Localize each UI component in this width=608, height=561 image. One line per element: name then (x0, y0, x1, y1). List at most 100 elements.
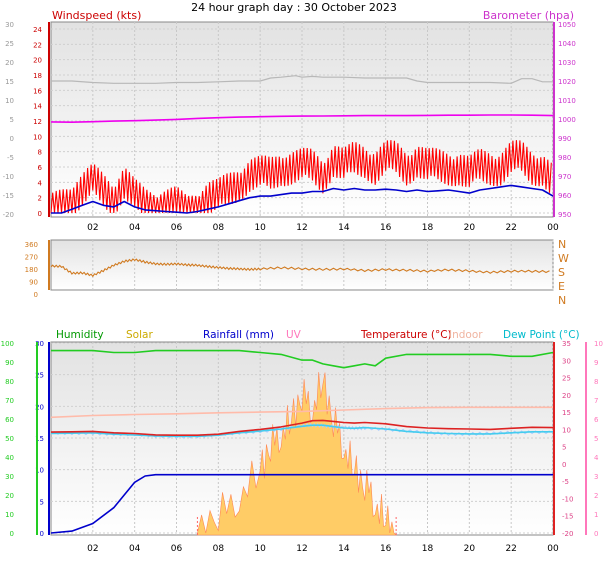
windspeed-tick-label: 24 (33, 26, 42, 34)
barometer-tick-label: 950 (558, 211, 571, 219)
x-tick-label: 02 (87, 544, 98, 554)
indoor-line (50, 406, 553, 419)
outer-tick-label: 10 (5, 97, 14, 105)
outer-tick-label: -20 (3, 211, 14, 219)
windspeed-tick-label: 2 (38, 195, 42, 203)
x-tick-label: 12 (296, 544, 307, 554)
humidity-tick-label: 0 (10, 530, 14, 538)
humidity-tick-label: 40 (5, 454, 14, 462)
temperature-tick-label: 30 (562, 357, 571, 365)
temperature-tick-label: -10 (562, 495, 573, 503)
windspeed-tick-label: 10 (33, 133, 42, 141)
outer-tick-label: -5 (7, 154, 14, 162)
barometer-tick-label: 980 (558, 154, 571, 162)
uv-tick-label: 0 (594, 530, 598, 538)
legend-item: Solar (126, 329, 153, 341)
x-tick-label: 10 (254, 544, 266, 554)
uv-tick-label: 7 (594, 397, 598, 405)
uv-tick-label: 8 (594, 378, 598, 386)
windspeed-tick-label: 18 (33, 72, 42, 80)
x-tick-label: 06 (171, 223, 183, 233)
dewpoint-line (50, 424, 553, 438)
x-tick-label: 20 (464, 544, 476, 554)
uv-tick-label: 10 (594, 340, 603, 348)
temperature-tick-label: 15 (562, 409, 571, 417)
direction-tick-label: 360 (25, 241, 38, 249)
temperature-tick-label: 5 (562, 444, 566, 452)
windspeed-tick-label: 6 (38, 164, 43, 172)
uv-tick-label: 4 (594, 454, 599, 462)
barometer-tick-label: 970 (558, 173, 571, 181)
windspeed-tick-label: 20 (33, 57, 42, 65)
x-tick-label: 22 (505, 544, 516, 554)
outer-tick-label: 20 (5, 59, 14, 67)
x-tick-label: 14 (338, 544, 350, 554)
windspeed-tick-label: 4 (38, 179, 43, 187)
compass-tick-label: N (558, 238, 566, 251)
legend-item: Dew Point (°C) (503, 329, 580, 341)
temperature-tick-label: 35 (562, 340, 571, 348)
direction-tick-label: 90 (29, 279, 38, 287)
direction-tick-label: 180 (25, 266, 38, 274)
humidity-tick-label: 70 (5, 397, 14, 405)
x-tick-label: 04 (129, 544, 141, 554)
average-wind-line (51, 184, 554, 214)
x-tick-label: 08 (213, 544, 225, 554)
barometer-tick-label: 1000 (558, 116, 576, 124)
compass-tick-label: S (558, 266, 565, 279)
x-tick-label: 02 (87, 223, 98, 233)
x-tick-label: 08 (213, 223, 225, 233)
temperature-line (50, 419, 554, 437)
temperature-tick-label: 25 (562, 375, 571, 383)
x-tick-label: 00 (547, 223, 559, 233)
rain-tick-label: 10 (35, 467, 44, 475)
compass-tick-label: W (558, 252, 569, 265)
humidity-tick-label: 50 (5, 435, 14, 443)
x-tick-label: 18 (422, 544, 434, 554)
x-tick-label: 22 (505, 223, 516, 233)
rain-tick-label: 5 (40, 498, 44, 506)
temperature-tick-label: -5 (562, 478, 569, 486)
uv-tick-label: 6 (594, 416, 599, 424)
humidity-line (51, 349, 554, 369)
legend-item: UV (286, 329, 302, 341)
humidity-tick-label: 60 (5, 416, 14, 424)
humidity-tick-label: 90 (5, 359, 14, 367)
x-tick-label: 14 (338, 223, 350, 233)
barometer-tick-label: 1010 (558, 97, 576, 105)
temperature-tick-label: -20 (562, 530, 573, 538)
windspeed-axis-label: Windspeed (kts) (52, 9, 141, 22)
windspeed-tick-label: 22 (33, 41, 42, 49)
barometer-line (50, 114, 554, 123)
gust-line (50, 140, 552, 214)
windspeed-tick-label: 0 (38, 210, 42, 218)
barometer-tick-label: 990 (558, 135, 571, 143)
uv-tick-label: 5 (594, 435, 598, 443)
direction-tick-label: 270 (25, 254, 38, 262)
x-tick-label: 04 (129, 223, 141, 233)
temperature-tick-label: 0 (562, 461, 566, 469)
direction-tick-label: 0 (34, 291, 38, 299)
temperature-humidity-panel: 1009080706050403020100302520151050353025… (1, 329, 603, 554)
humidity-tick-label: 30 (5, 473, 14, 481)
windspeed-tick-label: 14 (33, 103, 42, 111)
uv-tick-label: 1 (594, 511, 598, 519)
x-tick-label: 20 (464, 223, 476, 233)
windspeed-tick-label: 12 (33, 118, 42, 126)
outer-tick-label: -15 (3, 192, 14, 200)
rain-tick-label: 30 (35, 340, 44, 348)
barometer-tick-label: 960 (558, 192, 571, 200)
rainfall-line (50, 473, 553, 534)
barometer-tick-label: 1040 (558, 40, 576, 48)
temperature-tick-label: 20 (562, 392, 571, 400)
x-tick-label: 18 (422, 223, 434, 233)
legend-item: Temperature (°C) (360, 329, 452, 341)
x-tick-label: 16 (380, 544, 392, 554)
compass-tick-label: N (558, 294, 566, 307)
humidity-tick-label: 10 (5, 511, 14, 519)
rain-tick-label: 20 (35, 403, 44, 411)
outer-tick-label: -10 (3, 173, 14, 181)
rain-tick-label: 15 (35, 435, 44, 443)
